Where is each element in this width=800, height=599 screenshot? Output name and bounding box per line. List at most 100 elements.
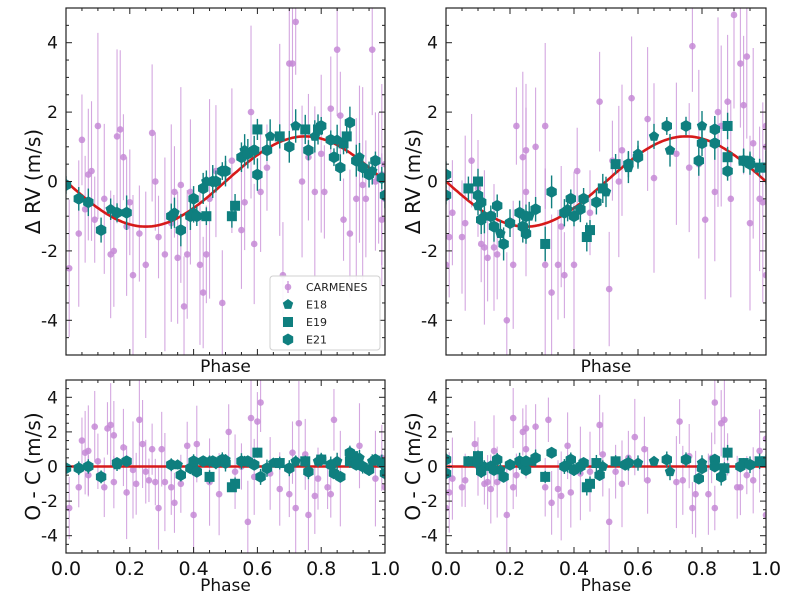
e21-point (565, 453, 576, 466)
carmenes-point (129, 271, 137, 279)
e21-point (623, 158, 634, 171)
e21-point (249, 144, 260, 157)
e21-point (111, 457, 123, 469)
e21-point (476, 465, 487, 478)
x-axis-label: Phase (581, 357, 632, 377)
carmenes-point (493, 251, 501, 258)
carmenes-point (161, 478, 169, 486)
e21-point (316, 453, 327, 466)
carmenes-point (66, 264, 73, 272)
legend-item-carmenes: CARMENES (284, 281, 367, 294)
e21-point (623, 457, 634, 469)
e19-point (201, 211, 212, 222)
y-tick-label: -2 (41, 242, 58, 262)
e19-point (591, 458, 602, 469)
carmenes-point (238, 226, 245, 234)
carmenes-point (155, 504, 162, 512)
carmenes-point (362, 195, 370, 203)
carmenes-point (724, 98, 731, 105)
e21-point (303, 144, 314, 157)
x-axis-label: Phase (200, 357, 251, 377)
e19-point (722, 120, 733, 131)
carmenes-point (126, 199, 134, 206)
carmenes-point (327, 490, 335, 498)
carmenes-point (503, 317, 511, 324)
e21-point (744, 158, 756, 171)
legend-marker-e18-icon (282, 299, 294, 309)
carmenes-point (596, 421, 603, 429)
carmenes-point (628, 94, 635, 102)
carmenes-point (100, 195, 108, 203)
x-tick-label: 0.2 (495, 558, 525, 580)
carmenes-point (570, 261, 578, 269)
carmenes-point (289, 449, 296, 456)
carmenes-point (490, 244, 498, 251)
carmenes-point (215, 490, 223, 498)
e21-point (696, 462, 708, 475)
carmenes-point (586, 468, 594, 475)
series-e19 (463, 112, 766, 262)
carmenes-point (449, 209, 456, 217)
legend-marker-carmenes-icon (284, 283, 292, 291)
carmenes-point (305, 511, 312, 519)
carmenes-point (187, 188, 194, 196)
carmenes-point (727, 195, 735, 203)
e21-point (198, 182, 209, 195)
y-tick-label: 0 (427, 458, 438, 478)
e19-point (341, 131, 352, 142)
carmenes-point (356, 442, 363, 450)
e19-point (597, 183, 608, 194)
carmenes-point (241, 199, 248, 206)
e18-point (290, 120, 301, 131)
e21-point (693, 154, 704, 167)
legend-item-e19: E19 (283, 316, 327, 329)
carmenes-point (561, 271, 568, 279)
y-tick-label: 2 (47, 103, 58, 123)
carmenes-point (276, 485, 284, 493)
e21-point (446, 168, 452, 181)
carmenes-point (171, 499, 178, 507)
carmenes-point (337, 112, 344, 119)
carmenes-point (644, 477, 651, 484)
plot-area (66, 8, 385, 355)
x-axis-label: Phase (581, 576, 632, 596)
panel-left-bottom-residuals: 4 2 0 -2 -4 0.0 0.2 0.4 0.6 0.8 1.0 Phase O - C (m/s… (21, 379, 400, 596)
carmenes-point (743, 53, 751, 60)
carmenes-point (346, 230, 354, 237)
carmenes-point (66, 504, 73, 512)
carmenes-point (286, 490, 293, 498)
x-tick-label: 0.6 (623, 558, 653, 580)
carmenes-point (513, 122, 520, 130)
carmenes-point (314, 475, 322, 482)
carmenes-point (327, 105, 335, 112)
e21-point (696, 137, 708, 150)
carmenes-point (567, 489, 575, 496)
carmenes-point (599, 451, 607, 458)
carmenes-point (522, 188, 530, 196)
x-tick-label: 0.0 (431, 558, 461, 580)
y-tick-label: -4 (41, 527, 58, 547)
carmenes-point (110, 478, 118, 486)
carmenes-point (711, 399, 719, 406)
carmenes-point (564, 442, 571, 450)
x-tick-label: 1.0 (370, 558, 400, 580)
e21-point (520, 227, 532, 240)
carmenes-point (225, 428, 232, 436)
e21-point (565, 192, 576, 205)
carmenes-point (685, 164, 693, 171)
carmenes-point (545, 416, 552, 424)
y-tick-label: 4 (47, 388, 58, 408)
e21-point (498, 470, 509, 483)
legend-item-e21: E21 (282, 333, 327, 347)
carmenes-point (340, 216, 347, 223)
x-tick-label: 1.0 (751, 558, 781, 580)
carmenes-point (730, 11, 738, 19)
e21-point (95, 224, 107, 237)
carmenes-point (247, 414, 255, 422)
plot-area (446, 8, 766, 355)
carmenes-point (171, 188, 178, 196)
carmenes-point (509, 483, 517, 491)
carmenes-point (554, 485, 562, 493)
carmenes-point (219, 299, 226, 307)
e21-point (520, 210, 532, 223)
